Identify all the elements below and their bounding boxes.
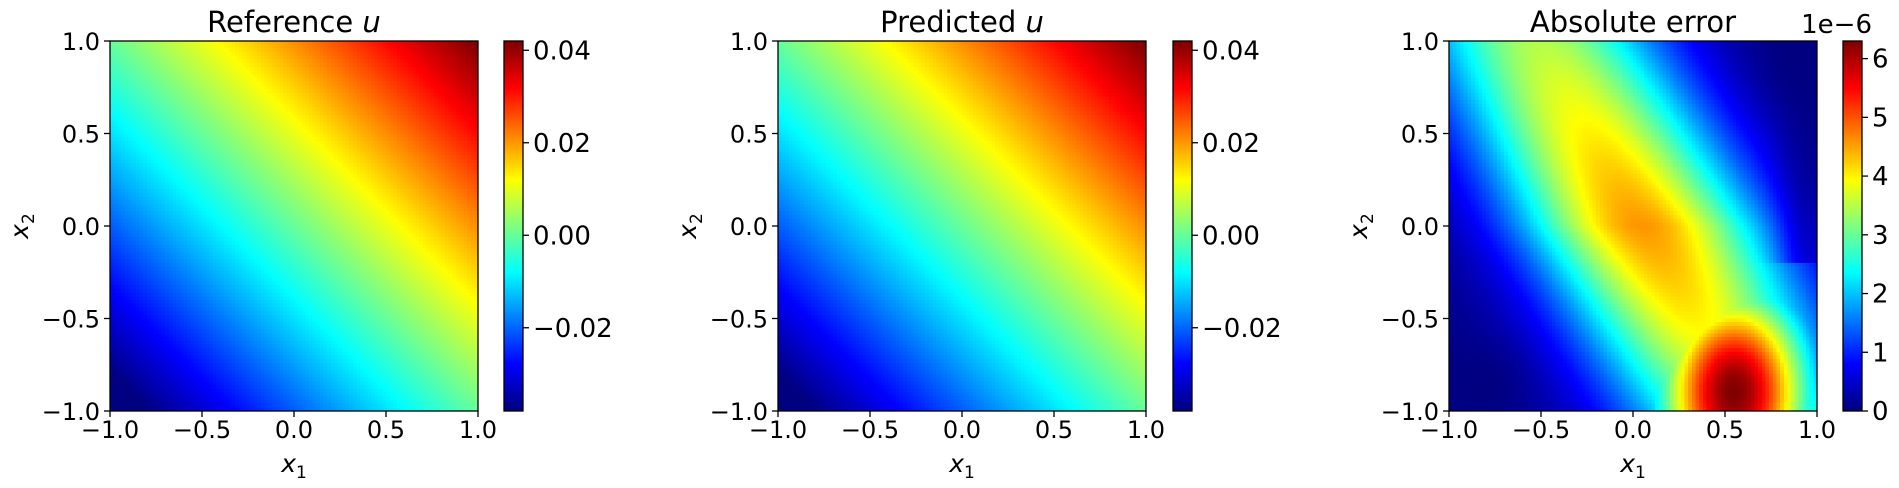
colorbar-tick-label: 0.00 <box>1202 221 1260 251</box>
colorbar-tick-label: 4 <box>1872 162 1889 192</box>
panel-title: Absolute error <box>1530 5 1736 39</box>
heatmap-panel-3: Absolute error −1.0 −0.5 0.0 0.5 1.0 −1.0 −0.5 0… <box>1344 5 1889 483</box>
x-axis-label: x1 <box>280 449 307 483</box>
y-tick-label: 1.0 <box>730 28 768 56</box>
colorbar-tick-label: 5 <box>1872 103 1889 133</box>
y-tick-label: −1.0 <box>42 398 100 426</box>
panel-title-text: Absolute error <box>1530 5 1736 39</box>
panel-title-text: Predicted <box>880 5 1016 39</box>
x-tick-label: −1.0 <box>81 416 139 444</box>
heatmap-panel-1: Reference u−1.0 −0.5 0.0 0.5 1.0−1.0−0.50.00… <box>5 5 613 483</box>
colorbar-tick-label: −0.02 <box>1202 314 1282 344</box>
colorbar-tick-label: 0.02 <box>1202 129 1260 159</box>
y-tick-label: −0.5 <box>710 306 768 334</box>
y-axis-label: x2 <box>5 213 39 240</box>
heatmap-image <box>1449 41 1817 411</box>
x-tick-label: 0.0 <box>1614 416 1652 444</box>
colorbar-frame <box>1842 40 1863 412</box>
y-tick-label: 1.0 <box>1401 28 1439 56</box>
x-tick-label: 0.5 <box>1706 416 1744 444</box>
y-tick-label: 1.0 <box>62 28 100 56</box>
y-tick-label: 0.5 <box>62 121 100 149</box>
colorbar-tick-label: 3 <box>1872 221 1889 251</box>
heatmap-image <box>110 41 478 411</box>
y-tick-label: 0.0 <box>1401 213 1439 241</box>
colorbar-gradient <box>1173 41 1192 411</box>
y-tick-label: −1.0 <box>1381 398 1439 426</box>
colorbar-tick-label: 2 <box>1872 280 1889 310</box>
y-tick-label: 0.5 <box>730 121 768 149</box>
y-tick-label: −1.0 <box>710 398 768 426</box>
y-tick-label: −0.5 <box>42 306 100 334</box>
y-tick-label: −0.5 <box>1381 306 1439 334</box>
y-tick-label: 0.5 <box>1401 121 1439 149</box>
panel-title: Predicted u <box>880 5 1044 39</box>
x-tick-label: 1.0 <box>459 416 497 444</box>
colorbar-frame <box>1172 40 1193 412</box>
x-tick-label: 0.5 <box>1035 416 1073 444</box>
colorbar-gradient <box>504 41 523 411</box>
panel-title: Reference u <box>207 5 381 39</box>
x-tick-label: 0.0 <box>943 416 981 444</box>
y-tick-label: 0.0 <box>730 213 768 241</box>
colorbar-tick-label: 0.02 <box>533 129 591 159</box>
colorbar-tick-label: 6 <box>1872 45 1889 75</box>
y-axis-label: x2 <box>1344 213 1378 240</box>
panel-title-variable: u <box>1016 5 1044 39</box>
panel-title-text: Reference <box>207 5 353 39</box>
x-tick-label: −0.5 <box>173 416 231 444</box>
y-tick-label: 0.0 <box>62 213 100 241</box>
colorbar-tick-label: −0.02 <box>533 314 613 344</box>
colorbar-tick-label: 0 <box>1872 397 1889 427</box>
x-tick-label: 0.5 <box>367 416 405 444</box>
colorbar: 0 1 2 3 4 5 61e−6 <box>1801 10 1888 427</box>
x-tick-label: −1.0 <box>1420 416 1478 444</box>
colorbar-tick-label: 0.04 <box>533 36 591 66</box>
heatmap-panel-2: Predicted u−1.0 −0.5 0.0 0.5 1.0−1.0−0.50.00… <box>673 5 1282 483</box>
colorbar-tick-label: 1 <box>1872 338 1889 368</box>
x-tick-label: −0.5 <box>1512 416 1570 444</box>
x-axis-label: x1 <box>1619 449 1646 483</box>
panel-title-variable: u <box>353 5 381 39</box>
x-tick-label: 1.0 <box>1798 416 1836 444</box>
x-tick-label: 1.0 <box>1127 416 1165 444</box>
colorbar: −0.02 0.00 0.02 0.04 <box>503 36 613 412</box>
colorbar-frame <box>503 40 524 412</box>
y-axis-label: x2 <box>673 213 707 240</box>
colorbar-multiplier: 1e−6 <box>1801 10 1872 40</box>
heatmap-image <box>778 41 1146 411</box>
x-axis-label: x1 <box>948 449 975 483</box>
colorbar-tick-label: 0.00 <box>533 221 591 251</box>
x-tick-label: −1.0 <box>749 416 807 444</box>
colorbar-tick-label: 0.04 <box>1202 36 1260 66</box>
colorbar-gradient <box>1843 41 1862 411</box>
colorbar: −0.02 0.00 0.02 0.04 <box>1172 36 1282 412</box>
x-tick-label: 0.0 <box>275 416 313 444</box>
x-tick-label: −0.5 <box>841 416 899 444</box>
